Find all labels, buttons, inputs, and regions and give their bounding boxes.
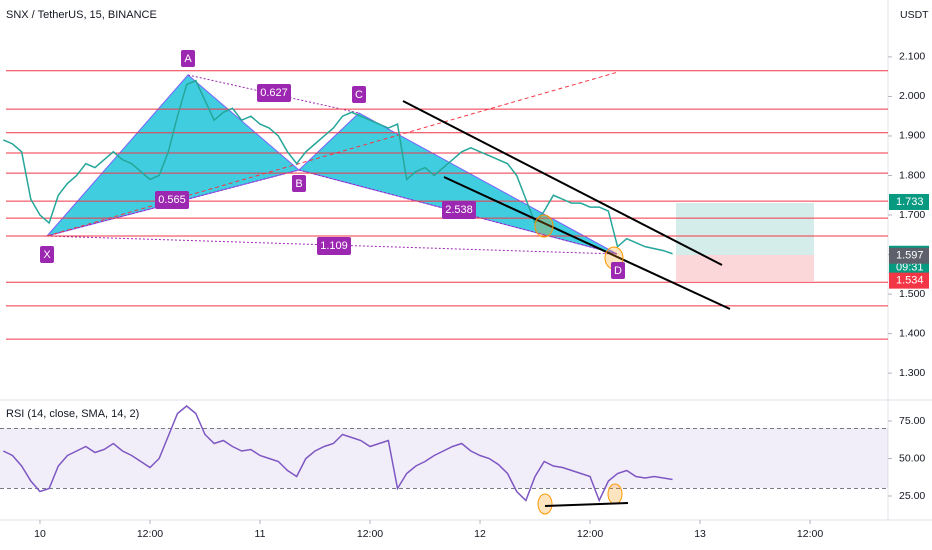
point-label: X <box>43 249 51 261</box>
y-tick-label: 1.400 <box>899 327 925 339</box>
price-badge <box>889 193 929 210</box>
series-line <box>2 405 673 503</box>
y-tick-label: 1.300 <box>899 367 925 379</box>
y-tick-label: 1.800 <box>899 169 925 181</box>
x-tick-label: 12 <box>474 528 486 540</box>
rsi-tick-label: 75.00 <box>899 415 925 427</box>
point-badge <box>352 86 366 103</box>
y-tick-label: 2.100 <box>899 51 925 63</box>
rsi-tick-label: 50.00 <box>899 452 925 464</box>
x-tick-label: 12:00 <box>577 528 603 540</box>
point-badge <box>292 175 306 192</box>
series-line <box>3 79 673 255</box>
y-tick-label: 1.900 <box>899 130 925 142</box>
price-badge <box>889 247 929 264</box>
rsi-band <box>0 428 888 488</box>
countdown-label: 09:31 <box>896 262 924 274</box>
y-tick-label: 1.500 <box>899 288 925 300</box>
highlight <box>534 214 554 238</box>
dashed-trend <box>46 71 619 237</box>
point-badge <box>611 262 625 279</box>
rsi-title: RSI (14, close, SMA, 14, 2) <box>6 408 139 420</box>
y-tick-label: 2.000 <box>899 90 925 102</box>
y-tick-label: 1.700 <box>899 209 925 221</box>
ratio-label: 0.565 <box>158 194 186 206</box>
price-badge-label: 1.597 <box>896 250 924 262</box>
x-tick-label: 12:00 <box>357 528 383 540</box>
target-zone <box>676 203 814 255</box>
ratio-label: 2.538 <box>445 204 473 216</box>
rsi-highlight <box>607 483 623 505</box>
x-tick-label: 11 <box>255 528 266 540</box>
point-label: B <box>295 178 302 190</box>
point-badge <box>181 50 195 67</box>
ratio-label: 0.627 <box>260 87 288 99</box>
point-label: D <box>614 265 622 277</box>
ratio-badge <box>442 201 476 219</box>
x-tick-label: 10 <box>34 528 46 540</box>
drawings-over: A C B X D 0.627 0.565 2.538 1.109 <box>40 50 731 515</box>
rsi-divergence <box>544 502 629 507</box>
harmonic-ac <box>187 74 360 114</box>
channel-bottom <box>443 176 731 310</box>
x-tick-label: 12:00 <box>797 528 823 540</box>
rsi-tick-label: 25.00 <box>899 490 925 502</box>
ratio-badge <box>257 84 291 102</box>
harmonic-xb <box>46 169 300 237</box>
price-badge-label: 1.733 <box>896 196 924 208</box>
x-tick-label: 12:00 <box>137 528 163 540</box>
point-label: C <box>355 89 363 101</box>
stop-zone <box>676 255 814 281</box>
ratio-badge <box>155 191 189 209</box>
ratio-badge <box>317 237 351 255</box>
x-tick-label: 13 <box>694 528 706 540</box>
rsi-highlight <box>537 493 553 515</box>
unit-label: USDT <box>900 9 929 21</box>
ratio-label: 1.109 <box>320 240 348 252</box>
price-badge <box>889 272 929 289</box>
chart-title: SNX / TetherUS, 15, BINANCE <box>6 9 157 21</box>
point-label: A <box>184 53 192 65</box>
point-badge <box>40 246 54 263</box>
price-badge-label: 1.534 <box>896 275 924 287</box>
channel-top <box>402 100 723 266</box>
